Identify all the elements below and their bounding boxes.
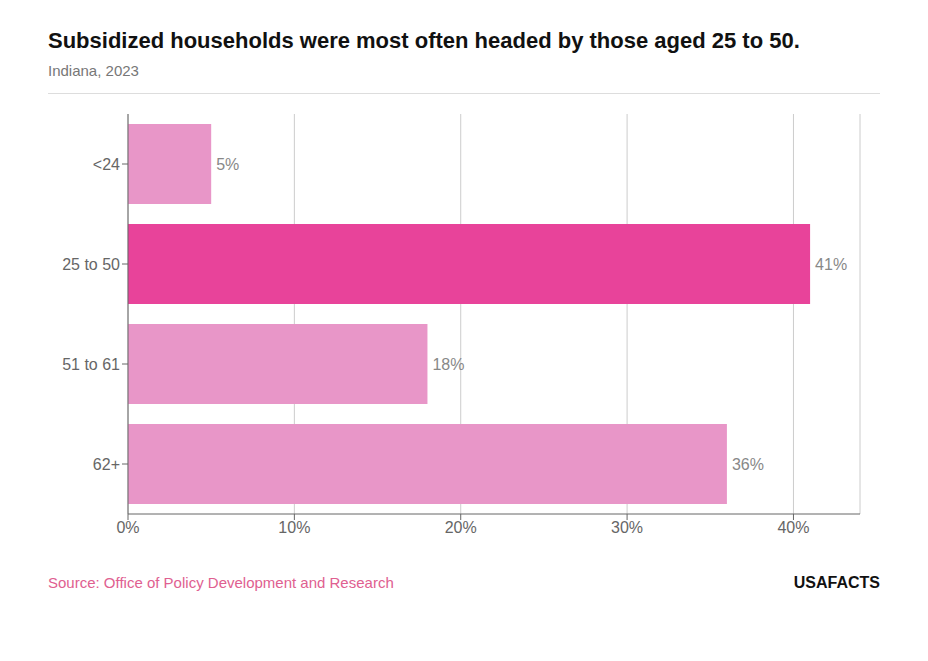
- html-text:Indiana, 2023: Indiana, 2023: [48, 62, 139, 79]
- svg-text:40%: 40%: [777, 519, 809, 536]
- svg-text:41%: 41%: [815, 256, 847, 273]
- svg-text:20%: 20%: [445, 519, 477, 536]
- html-text:USAFACTS: USAFACTS: [793, 574, 880, 591]
- svg-text:10%: 10%: [278, 519, 310, 536]
- html-text:Subsidized households were mos: Subsidized households were most often he…: [48, 28, 800, 53]
- svg-text:36%: 36%: [732, 456, 764, 473]
- svg-text:18%: 18%: [432, 356, 464, 373]
- svg-text:62+: 62+: [93, 456, 120, 473]
- html-text:Source: Office of Policy Devel: Source: Office of Policy Development and…: [48, 574, 394, 591]
- svg-text:0%: 0%: [116, 519, 139, 536]
- svg-text:30%: 30%: [611, 519, 643, 536]
- svg-text:51 to 61: 51 to 61: [62, 356, 120, 373]
- svg-text:5%: 5%: [216, 156, 239, 173]
- svg-text:25 to 50: 25 to 50: [62, 256, 120, 273]
- svg-text:<24: <24: [93, 156, 120, 173]
